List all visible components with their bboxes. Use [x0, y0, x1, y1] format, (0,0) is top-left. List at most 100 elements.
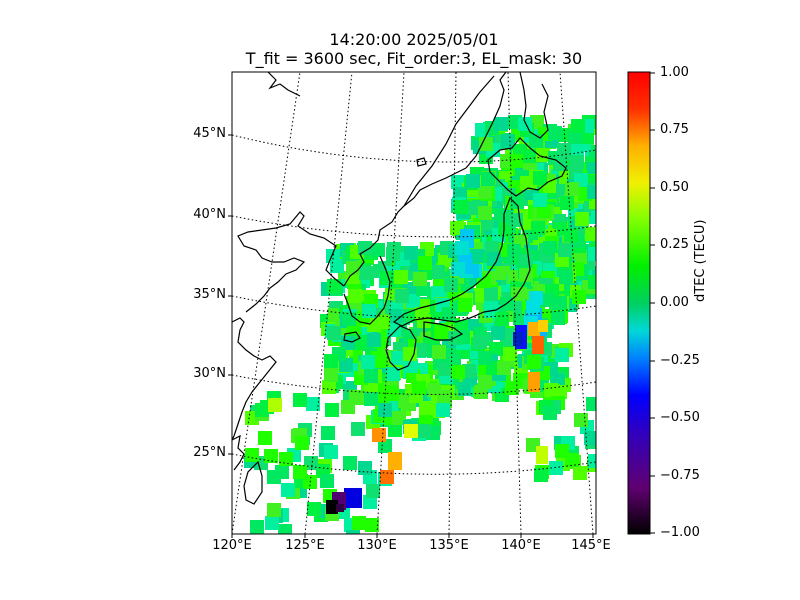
colorbar-ticks: [650, 72, 655, 534]
dtec-cell: [392, 411, 406, 425]
dtec-cell: [575, 212, 589, 226]
dtec-cell: [362, 304, 376, 318]
lon-label-145: 145°E: [571, 538, 611, 553]
dtec-cell: [478, 351, 492, 365]
dtec-cell: [380, 271, 394, 285]
dtec-cell: [451, 365, 465, 379]
lon-label-130: 130°E: [357, 538, 397, 553]
dtec-cell: [403, 347, 417, 361]
dtec-cell: [587, 162, 596, 176]
lat-label-25: 25°N: [193, 445, 226, 460]
dtec-cell: [462, 364, 476, 378]
dtec-cell: [455, 241, 469, 255]
dtec-cell: [267, 470, 281, 484]
dtec-cell: [560, 196, 574, 210]
dtec-cell: [412, 381, 426, 395]
dtec-cell: [473, 335, 487, 349]
dtec-cell: [380, 470, 394, 484]
dtec-cell: [553, 296, 567, 310]
lon-label-135: 135°E: [429, 538, 469, 553]
dtec-cell: [388, 309, 402, 323]
dtec-cell: [469, 249, 483, 263]
dtec-cell: [587, 185, 596, 199]
dtec-cell: [442, 307, 456, 321]
dtec-cell: [326, 249, 340, 263]
dtec-cell: [480, 217, 494, 231]
dtec-cell: [451, 262, 465, 276]
dtec-cell: [510, 195, 524, 209]
lon-label-140: 140°E: [501, 538, 541, 553]
dtec-cell: [387, 323, 401, 337]
coastlines: [232, 72, 567, 505]
dtec-cell: [306, 397, 320, 411]
dtec-cell: [419, 401, 433, 415]
dtec-cell: [538, 320, 548, 332]
dtec-cell: [346, 530, 360, 534]
dtec-cell: [268, 398, 282, 412]
dtec-cell: [349, 390, 363, 404]
dtec-cell: [536, 446, 548, 464]
dtec-cell: [325, 403, 339, 417]
colorbar-tick-label: −0.75: [660, 468, 700, 483]
dtec-cell: [478, 206, 492, 220]
dtec-cell: [432, 345, 446, 359]
dtec-cell: [415, 307, 429, 321]
dtec-cell: [324, 445, 338, 459]
dtec-cell: [342, 312, 356, 326]
dtec-cell: [324, 368, 338, 382]
dtec-cell: [417, 424, 431, 438]
dtec-cell: [364, 392, 378, 406]
dtec-cell: [351, 422, 365, 436]
dtec-cell: [589, 145, 596, 159]
dtec-cell: [478, 375, 492, 389]
dtec-cell: [267, 503, 281, 517]
dtec-cell: [564, 228, 578, 242]
dtec-cell: [378, 403, 392, 417]
lat-label-40: 40°N: [193, 207, 226, 222]
dtec-cell: [565, 182, 579, 196]
dtec-cell: [431, 265, 445, 279]
dtec-cell: [355, 335, 369, 349]
dtec-cell: [553, 385, 567, 399]
dtec-cell: [537, 204, 551, 218]
dtec-cell: [589, 195, 596, 209]
dtec-cell: [386, 367, 400, 381]
dtec-cell: [570, 155, 584, 169]
dtec-cell: [548, 126, 562, 140]
dtec-cell: [588, 275, 596, 289]
dtec-cell: [437, 390, 451, 404]
colorbar-label: dTEC (TECU): [693, 219, 708, 302]
dtec-cell: [346, 261, 360, 275]
dtec-cell: [484, 287, 498, 301]
dtec-cell: [478, 185, 492, 199]
dtec-cell: [568, 130, 582, 144]
dtec-cell: [293, 393, 307, 407]
dtec-cell: [559, 270, 573, 284]
dtec-cell: [414, 343, 428, 357]
dtec-cell: [526, 301, 540, 315]
colorbar-tick-label: −1.00: [660, 525, 700, 540]
dtec-cell: [434, 325, 448, 339]
dtec-cell: [339, 358, 353, 372]
dtec-cell: [388, 452, 402, 470]
dtec-cell: [528, 372, 540, 392]
dtec-cell: [326, 500, 338, 514]
dtec-cell: [278, 524, 292, 534]
colorbar-tick-label: 0.00: [660, 295, 689, 310]
dtec-cell: [348, 289, 362, 303]
dtec-cell: [574, 413, 588, 427]
dtec-cell: [487, 252, 501, 266]
dtec-cell: [497, 361, 511, 375]
dtec-cell: [588, 454, 596, 468]
dtec-cell: [394, 270, 408, 284]
dtec-cell: [431, 286, 445, 300]
dtec-cell: [439, 373, 453, 387]
colorbar-tick-label: 1.00: [660, 65, 689, 80]
dtec-cell: [543, 406, 557, 420]
plot-title: 14:20:00 2025/05/01: [329, 30, 499, 49]
dtec-cell: [520, 176, 534, 190]
dtec-cell: [533, 193, 547, 207]
dtec-cell: [372, 428, 386, 442]
dtec-cell: [352, 516, 366, 530]
